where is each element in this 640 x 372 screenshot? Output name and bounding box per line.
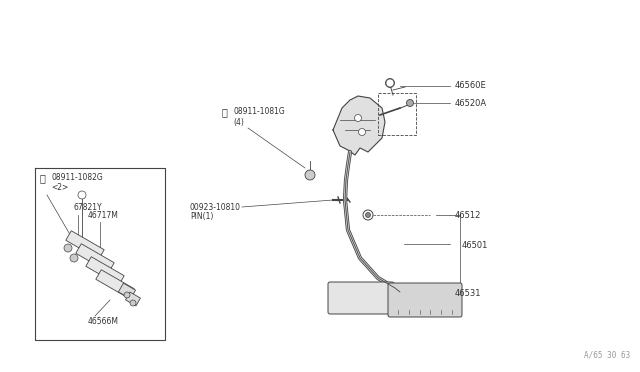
Text: 46531: 46531 [455, 289, 481, 298]
Polygon shape [76, 244, 114, 272]
Circle shape [365, 212, 371, 218]
Text: 08911-1082G: 08911-1082G [51, 173, 103, 183]
Text: 46717M: 46717M [88, 212, 119, 221]
Text: Ⓝ: Ⓝ [40, 173, 46, 183]
Circle shape [70, 254, 78, 262]
Text: PIN(1): PIN(1) [190, 212, 213, 221]
Circle shape [130, 300, 136, 306]
Text: 46566M: 46566M [88, 317, 119, 327]
Circle shape [363, 210, 373, 220]
Circle shape [64, 244, 72, 252]
Circle shape [358, 128, 365, 135]
Text: 46512: 46512 [455, 211, 481, 219]
Circle shape [124, 292, 130, 298]
Text: 46501: 46501 [462, 241, 488, 250]
Text: A/65 30 63: A/65 30 63 [584, 350, 630, 359]
Text: <2>: <2> [51, 183, 68, 192]
Circle shape [355, 115, 362, 122]
Circle shape [385, 78, 394, 87]
Circle shape [386, 79, 394, 87]
Polygon shape [66, 231, 104, 259]
Bar [378, 93, 416, 135]
Circle shape [305, 170, 315, 180]
Text: 46520A: 46520A [455, 99, 487, 108]
Text: 08911-1081G: 08911-1081G [233, 108, 285, 116]
Polygon shape [333, 96, 385, 155]
Polygon shape [125, 292, 140, 306]
Text: 00923-10810: 00923-10810 [190, 202, 241, 212]
Text: (4): (4) [233, 118, 244, 126]
FancyBboxPatch shape [388, 283, 462, 317]
Text: 46560E: 46560E [455, 81, 487, 90]
Polygon shape [96, 270, 134, 298]
Circle shape [78, 191, 86, 199]
FancyBboxPatch shape [328, 282, 394, 314]
Polygon shape [86, 257, 124, 285]
Circle shape [406, 99, 413, 106]
Text: 67821Y: 67821Y [73, 203, 102, 212]
Polygon shape [118, 283, 136, 299]
Text: Ⓝ: Ⓝ [222, 107, 228, 117]
